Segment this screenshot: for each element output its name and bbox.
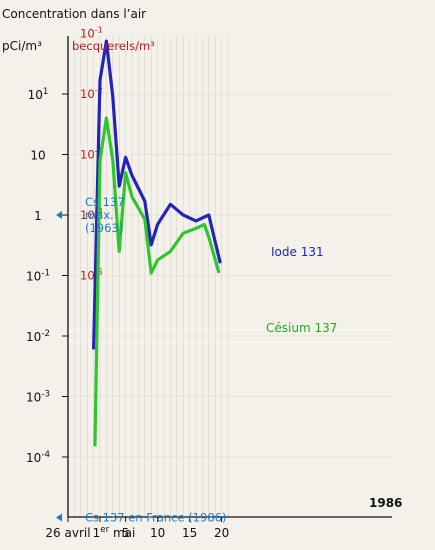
x-tick-label: 26 avril	[45, 526, 90, 540]
y-tick-label-pci: 10-1	[26, 269, 50, 284]
series-line-c-sium-137	[93, 116, 221, 447]
y-tick-label-pci: 10	[30, 149, 45, 163]
marker-label: max.	[85, 208, 114, 222]
marker-label: Cs 137	[85, 195, 125, 209]
x-tick-label: 15	[182, 526, 197, 540]
chart-title: Concentration dans l’air	[2, 7, 146, 21]
y-axis-label-becquerels: becquerels/m³	[72, 39, 155, 53]
y-axis-label-pci: pCi/m³	[2, 39, 42, 53]
y-tick-label-pci: 10-2	[26, 329, 50, 344]
series-lines	[92, 39, 222, 447]
y-tick-label-pci: 1	[34, 209, 42, 223]
marker-label: (1963)	[85, 221, 123, 235]
marker-label: Cs 137 en France (1986)	[85, 511, 226, 525]
x-tick-label: 10	[150, 526, 165, 540]
x-tick-label: 1er mai	[93, 525, 136, 540]
marker-arrow	[56, 513, 62, 522]
marker-arrow	[56, 211, 62, 219]
series-label-cesium: Césium 137	[266, 321, 337, 335]
y-tick-label-pci: 101	[28, 87, 49, 102]
series-label-iode: Iode 131	[271, 245, 324, 259]
x-axis-year-label: 1986	[369, 496, 402, 510]
y-tick-label-becquerels: 10-1	[80, 25, 103, 41]
series-line-iode-131	[92, 39, 222, 350]
y-tick-label-pci: 10-3	[26, 390, 50, 405]
x-tick-label: 20	[214, 526, 229, 540]
y-tick-label-pci: 10-4	[26, 450, 50, 465]
x-tick-label: 5	[122, 526, 130, 540]
grid-lines	[67, 36, 392, 517]
